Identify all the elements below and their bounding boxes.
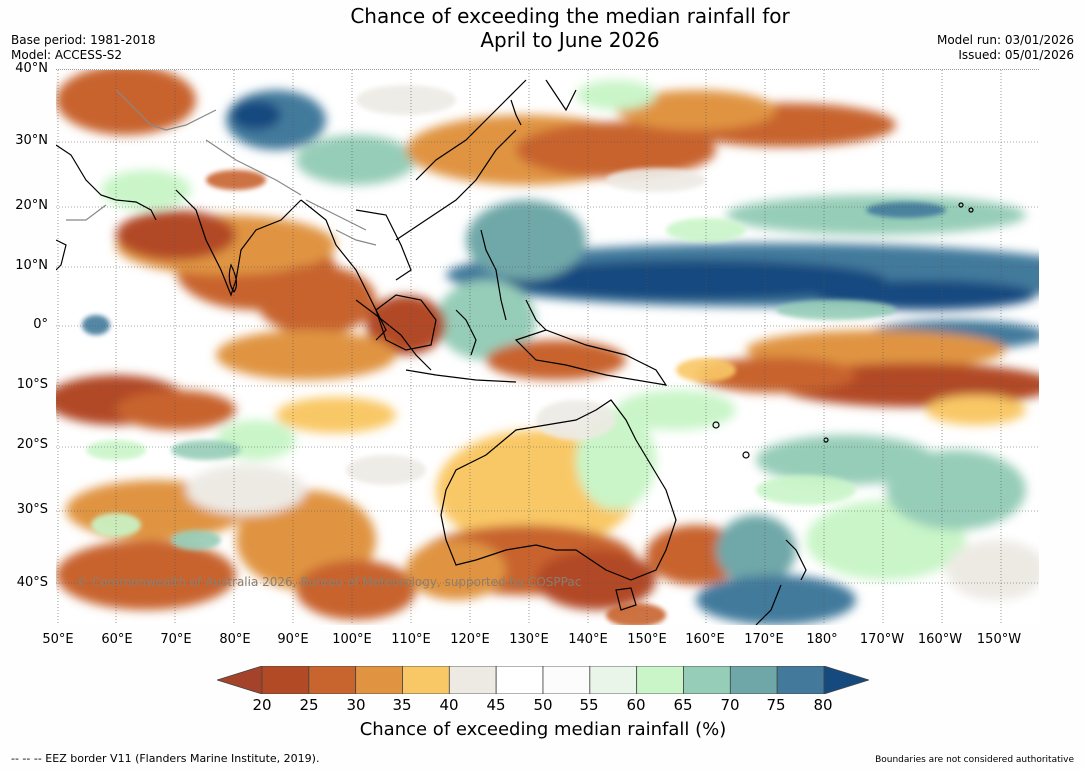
lon-label-180: 180°: [806, 632, 838, 647]
lon-label-70e: 70°E: [160, 632, 192, 647]
lon-label-120e: 120°E: [450, 632, 490, 647]
colorbar-tick-60: 60: [626, 696, 646, 714]
colorbar-tick-75: 75: [766, 696, 786, 714]
lon-label-110e: 110°E: [391, 632, 431, 647]
rainfall-probability-map[interactable]: © Commonwealth of Australia 2026, Bureau…: [56, 69, 1039, 625]
lon-label-170w: 170°W: [859, 632, 905, 647]
graticule: [56, 70, 1039, 625]
model-name: Model: ACCESS-S2: [11, 48, 123, 62]
probability-field-detail: [82, 85, 946, 625]
lat-label-20s: 20°S: [16, 437, 48, 452]
colorbar-tick-55: 55: [579, 696, 599, 714]
colorbar-tick-35: 35: [392, 696, 412, 714]
colorbar-swatch: [261, 666, 310, 694]
map-canvas: [56, 70, 1039, 625]
lon-label-150e: 150°E: [627, 632, 667, 647]
lon-label-100e: 100°E: [332, 632, 372, 647]
lat-label-0: 0°: [33, 317, 48, 332]
colorbar-swatch: [308, 666, 357, 694]
colorbar-tick-30: 30: [346, 696, 366, 714]
colorbar-swatch: [355, 666, 403, 694]
coastlines: [56, 79, 974, 625]
colorbar-tick-40: 40: [439, 696, 459, 714]
colorbar-tick-25: 25: [299, 696, 319, 714]
colorbar-tick-65: 65: [673, 696, 693, 714]
boundaries-disclaimer: Boundaries are not considered authoritat…: [875, 755, 1074, 765]
lon-label-90e: 90°E: [277, 632, 309, 647]
lon-label-160e: 160°E: [685, 632, 725, 647]
lat-label-10n: 10°N: [15, 258, 48, 273]
lat-label-40n: 40°N: [15, 61, 48, 76]
colorbar-swatch: [683, 666, 731, 694]
lon-label-60e: 60°E: [101, 632, 133, 647]
country-borders: [66, 89, 377, 246]
model-run-date: Model run: 03/01/2026: [936, 33, 1074, 47]
colorbar-swatch: [402, 666, 450, 694]
title-line-2: April to June 2026: [480, 28, 660, 52]
base-period: Base period: 1981-2018: [11, 33, 156, 47]
title-line-1: Chance of exceeding the median rainfall …: [350, 4, 790, 28]
probability-field: [56, 70, 1039, 625]
colorbar-label: Chance of exceeding median rainfall (%): [359, 719, 727, 740]
colorbar-tick-80: 80: [813, 696, 833, 714]
lat-label-30n: 30°N: [15, 133, 48, 148]
colorbar-swatch: [542, 666, 591, 694]
lon-label-80e: 80°E: [219, 632, 251, 647]
lon-label-50e: 50°E: [42, 632, 74, 647]
colorbar-swatch: [776, 666, 825, 694]
map-title: Chance of exceeding the median rainfall …: [0, 4, 1085, 52]
colorbar-swatch: [636, 666, 684, 694]
lon-label-150w: 150°W: [976, 632, 1022, 647]
colorbar-tick-20: 20: [252, 696, 272, 714]
lon-label-130e: 130°E: [509, 632, 549, 647]
colorbar-swatch: [823, 666, 869, 694]
colorbar-swatch: [589, 666, 638, 694]
lat-label-40s: 40°S: [16, 575, 48, 590]
copyright-notice: © Commonwealth of Australia 2026, Bureau…: [76, 575, 582, 589]
colorbar-swatch: [448, 666, 497, 694]
lon-label-170e: 170°E: [744, 632, 784, 647]
metadata-right: Model run: 03/01/2026 Issued: 05/01/2026: [937, 33, 1074, 63]
lon-label-160w: 160°W: [917, 632, 963, 647]
colorbar-tick-45: 45: [486, 696, 506, 714]
lon-label-140e: 140°E: [568, 632, 608, 647]
lat-label-20n: 20°N: [15, 198, 48, 213]
issued-date: Issued: 05/01/2026: [958, 48, 1074, 62]
colorbar: [217, 666, 869, 694]
colorbar-swatch: [217, 666, 263, 694]
colorbar-tick-50: 50: [533, 696, 553, 714]
lat-label-10s: 10°S: [16, 377, 48, 392]
eez-border-note: -- -- -- EEZ border V11 (Flanders Marine…: [11, 752, 320, 765]
colorbar-swatches: [217, 666, 869, 694]
lat-label-30s: 30°S: [16, 502, 48, 517]
metadata-left: Base period: 1981-2018 Model: ACCESS-S2: [11, 33, 156, 63]
colorbar-swatch: [729, 666, 778, 694]
colorbar-tick-70: 70: [720, 696, 740, 714]
colorbar-swatch: [495, 666, 544, 694]
